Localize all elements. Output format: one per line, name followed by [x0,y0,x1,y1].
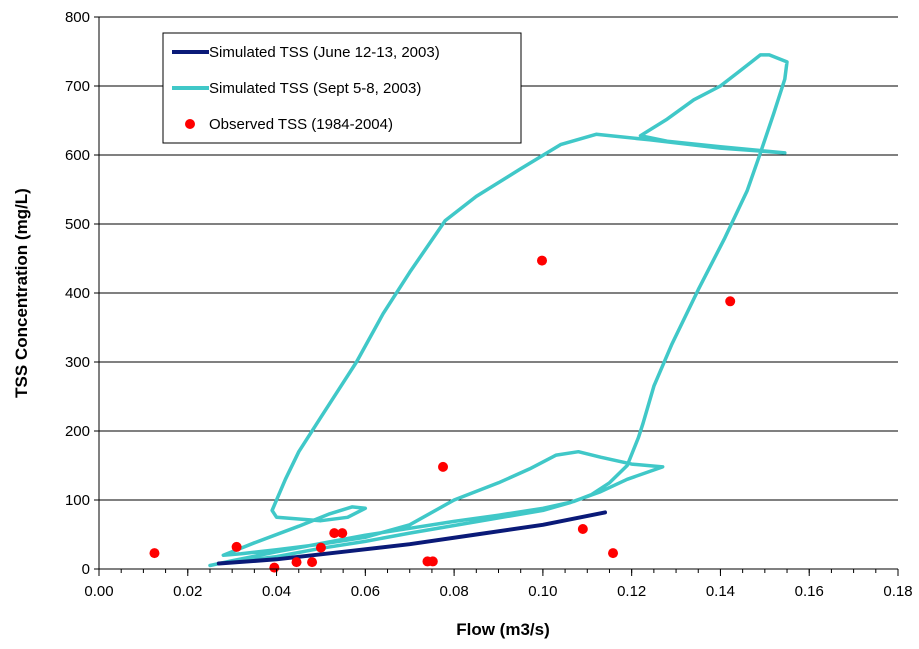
y-tick-label-5: 500 [65,216,90,233]
observed-point-4 [307,557,318,568]
observed-point-10 [438,461,449,472]
series-line-1 [208,53,789,568]
observed-point-3 [291,557,302,568]
observed-point-9 [427,556,438,567]
data-layer [149,53,789,573]
legend: Simulated TSS (June 12-13, 2003) Simulat… [162,32,522,144]
observed-point-13 [608,548,619,559]
legend-label-observed: Observed TSS (1984-2004) [209,116,393,133]
x-tick-label-4: 0.08 [440,583,469,600]
y-tick-labels: 0 100 200 300 400 500 600 700 800 [65,9,90,578]
legend-swatch-observed [185,119,195,129]
x-tick-label-3: 0.06 [351,583,380,600]
series-line-0 [216,510,607,566]
y-tick-label-0: 0 [82,561,90,578]
x-tick-label-9: 0.18 [883,583,912,600]
observed-point-1 [231,541,242,552]
y-tick-label-1: 100 [65,492,90,509]
x-axis-title: Flow (m3/s) [456,620,550,639]
observed-point-14 [725,296,736,307]
x-tick-labels: 0.00 0.02 0.04 0.06 0.08 0.10 0.12 0.14 0.16 0.18 [84,583,912,600]
x-tick-label-5: 0.10 [528,583,557,600]
y-tick-label-6: 600 [65,147,90,164]
legend-label-june: Simulated TSS (June 12-13, 2003) [209,44,440,61]
y-tick-label-4: 400 [65,285,90,302]
y-tick-label-8: 800 [65,9,90,26]
y-tick-label-2: 200 [65,423,90,440]
y-tick-label-7: 700 [65,78,90,95]
observed-point-12 [577,523,588,534]
y-tick-label-3: 300 [65,354,90,371]
x-tick-label-0: 0.00 [84,583,113,600]
observed-point-2 [269,562,280,573]
legend-label-sept: Simulated TSS (Sept 5-8, 2003) [209,80,421,97]
observed-point-11 [537,255,548,266]
x-tick-label-6: 0.12 [617,583,646,600]
legend-box [162,32,522,144]
x-tick-label-7: 0.14 [706,583,735,600]
x-tick-label-8: 0.16 [795,583,824,600]
observed-point-7 [337,528,348,539]
observed-point-5 [315,542,326,553]
x-tick-label-1: 0.02 [173,583,202,600]
gridlines [99,16,898,501]
observed-point-0 [149,548,160,559]
y-axis-title: TSS Concentration (mg/L) [12,188,31,398]
observed-point-6 [329,528,340,539]
axes [94,16,899,576]
x-tick-label-2: 0.04 [262,583,291,600]
